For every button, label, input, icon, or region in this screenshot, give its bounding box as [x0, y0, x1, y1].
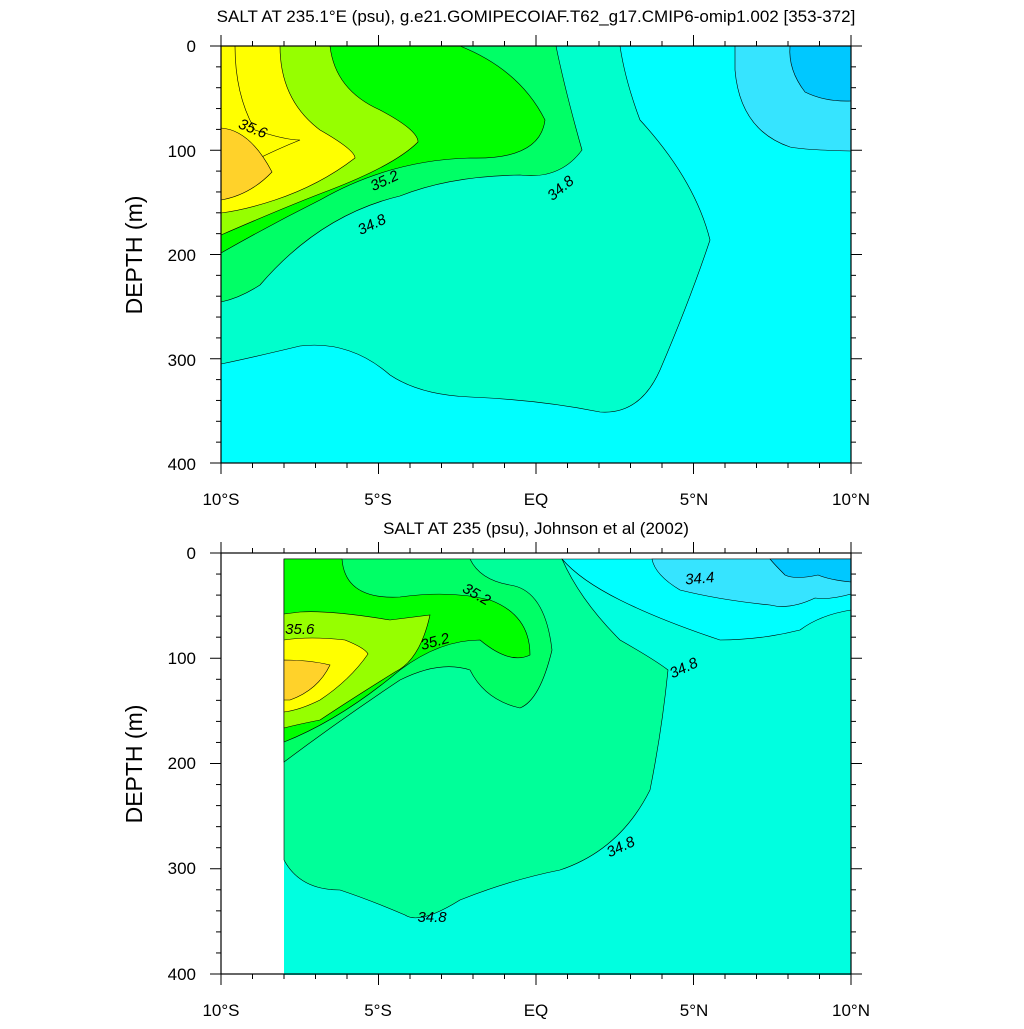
contour-label: 34.8	[417, 909, 447, 926]
y-tick-label: 300	[168, 351, 196, 370]
x-tick-label: 5°N	[680, 490, 709, 509]
ticks-top	[210, 35, 862, 474]
contour-fill-top	[220, 45, 852, 463]
x-tick-labels-bottom: 10°S 5°S EQ 5°N 10°N	[202, 1001, 870, 1020]
fill-bottom-36.0	[283, 659, 331, 701]
x-tick-labels-top: 10°S 5°S EQ 5°N 10°N	[202, 490, 870, 509]
x-tick-label: 5°S	[364, 490, 392, 509]
x-tick-label: 10°N	[832, 1001, 870, 1020]
fill-top-36.0	[220, 127, 273, 201]
fill-bottom-34.2	[769, 558, 852, 583]
y-axis-label-bottom: DEPTH (m)	[121, 705, 147, 824]
chart-title-top: SALT AT 235.1°E (psu), g.e21.GOMIPECOIAF…	[217, 7, 856, 26]
y-axis-label-top: DEPTH (m)	[121, 196, 147, 315]
y-tick-label: 400	[168, 965, 196, 984]
chart-title-bottom: SALT AT 235 (psu), Johnson et al (2002)	[383, 519, 689, 538]
y-tick-labels-top: 0 100 200 300 400	[168, 37, 196, 474]
x-tick-label: 10°N	[832, 490, 870, 509]
panel-top: SALT AT 235.1°E (psu), g.e21.GOMIPECOIAF…	[121, 7, 870, 509]
x-tick-label: 5°N	[680, 1001, 709, 1020]
y-tick-label: 0	[187, 544, 196, 563]
panel-bottom: SALT AT 235 (psu), Johnson et al (2002)	[121, 519, 870, 1020]
x-tick-label: 5°S	[364, 1001, 392, 1020]
fill-bottom-35.6	[283, 637, 369, 713]
y-tick-label: 200	[168, 246, 196, 265]
y-tick-labels-bottom: 0 100 200 300 400	[168, 544, 196, 984]
y-tick-label: 300	[168, 859, 196, 878]
contour-label: 34.4	[684, 569, 715, 588]
x-tick-label: EQ	[524, 1001, 549, 1020]
fill-top-34.2	[789, 45, 852, 102]
contour-label: 35.6	[285, 621, 315, 638]
x-tick-label: 10°S	[202, 1001, 239, 1020]
contour-fill-bottom	[283, 558, 852, 975]
y-tick-label: 0	[187, 37, 196, 56]
x-tick-label: 10°S	[202, 490, 239, 509]
ticks-bottom	[210, 542, 862, 985]
x-tick-label: EQ	[524, 490, 549, 509]
y-tick-label: 100	[168, 649, 196, 668]
y-tick-label: 400	[168, 455, 196, 474]
y-tick-label: 200	[168, 754, 196, 773]
y-tick-label: 100	[168, 142, 196, 161]
